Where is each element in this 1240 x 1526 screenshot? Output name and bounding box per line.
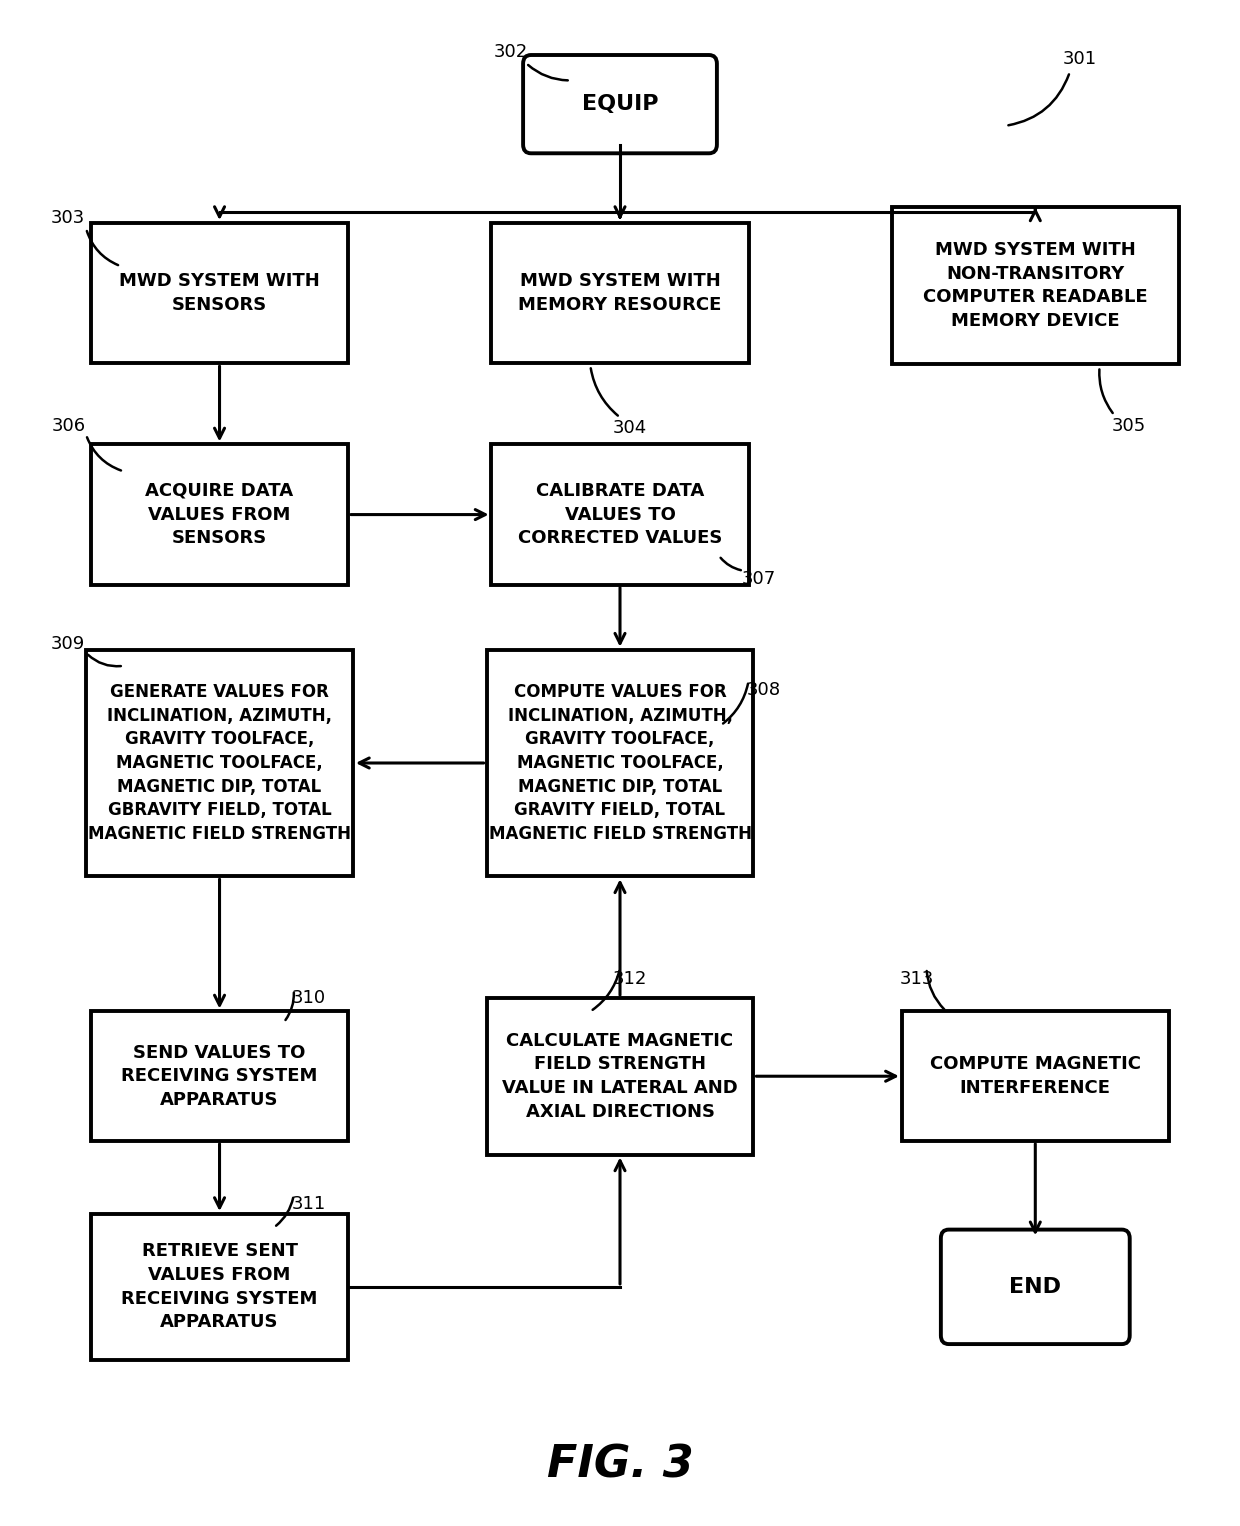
- Text: 301: 301: [1063, 50, 1097, 67]
- Text: CALIBRATE DATA
VALUES TO
CORRECTED VALUES: CALIBRATE DATA VALUES TO CORRECTED VALUE…: [518, 482, 722, 548]
- Text: ACQUIRE DATA
VALUES FROM
SENSORS: ACQUIRE DATA VALUES FROM SENSORS: [145, 482, 294, 548]
- Text: END: END: [1009, 1277, 1061, 1297]
- Text: 308: 308: [746, 681, 780, 699]
- Text: 306: 306: [51, 417, 86, 435]
- Text: CALCULATE MAGNETIC
FIELD STRENGTH
VALUE IN LATERAL AND
AXIAL DIRECTIONS: CALCULATE MAGNETIC FIELD STRENGTH VALUE …: [502, 1032, 738, 1120]
- Text: SEND VALUES TO
RECEIVING SYSTEM
APPARATUS: SEND VALUES TO RECEIVING SYSTEM APPARATU…: [122, 1044, 317, 1109]
- Text: MWD SYSTEM WITH
MEMORY RESOURCE: MWD SYSTEM WITH MEMORY RESOURCE: [518, 272, 722, 314]
- Bar: [491, 444, 749, 584]
- Text: 313: 313: [899, 971, 934, 987]
- Bar: [491, 223, 749, 363]
- Bar: [91, 1215, 348, 1360]
- Text: 312: 312: [613, 971, 647, 987]
- Text: FIG. 3: FIG. 3: [547, 1444, 693, 1486]
- Bar: [86, 650, 353, 876]
- FancyBboxPatch shape: [523, 55, 717, 153]
- Text: MWD SYSTEM WITH
NON-TRANSITORY
COMPUTER READABLE
MEMORY DEVICE: MWD SYSTEM WITH NON-TRANSITORY COMPUTER …: [923, 241, 1147, 330]
- Text: MWD SYSTEM WITH
SENSORS: MWD SYSTEM WITH SENSORS: [119, 272, 320, 314]
- Text: EQUIP: EQUIP: [582, 95, 658, 114]
- FancyBboxPatch shape: [941, 1230, 1130, 1344]
- Text: 303: 303: [51, 209, 86, 226]
- Bar: [91, 223, 348, 363]
- Text: GENERATE VALUES FOR
INCLINATION, AZIMUTH,
GRAVITY TOOLFACE,
MAGNETIC TOOLFACE,
M: GENERATE VALUES FOR INCLINATION, AZIMUTH…: [88, 684, 351, 842]
- Text: 304: 304: [613, 420, 647, 436]
- Text: COMPUTE VALUES FOR
INCLINATION, AZIMUTH,
GRAVITY TOOLFACE,
MAGNETIC TOOLFACE,
MA: COMPUTE VALUES FOR INCLINATION, AZIMUTH,…: [489, 684, 751, 842]
- Bar: [892, 208, 1179, 363]
- Text: RETRIEVE SENT
VALUES FROM
RECEIVING SYSTEM
APPARATUS: RETRIEVE SENT VALUES FROM RECEIVING SYST…: [122, 1242, 317, 1331]
- Bar: [901, 1012, 1169, 1141]
- Text: 310: 310: [291, 989, 326, 1007]
- Text: 302: 302: [494, 43, 528, 61]
- Bar: [486, 650, 754, 876]
- Text: 307: 307: [742, 571, 775, 589]
- Bar: [486, 998, 754, 1155]
- Bar: [91, 444, 348, 584]
- Bar: [91, 1012, 348, 1141]
- Text: 311: 311: [291, 1195, 326, 1213]
- Text: COMPUTE MAGNETIC
INTERFERENCE: COMPUTE MAGNETIC INTERFERENCE: [930, 1056, 1141, 1097]
- Text: 309: 309: [51, 635, 86, 653]
- Text: 305: 305: [1112, 417, 1146, 435]
